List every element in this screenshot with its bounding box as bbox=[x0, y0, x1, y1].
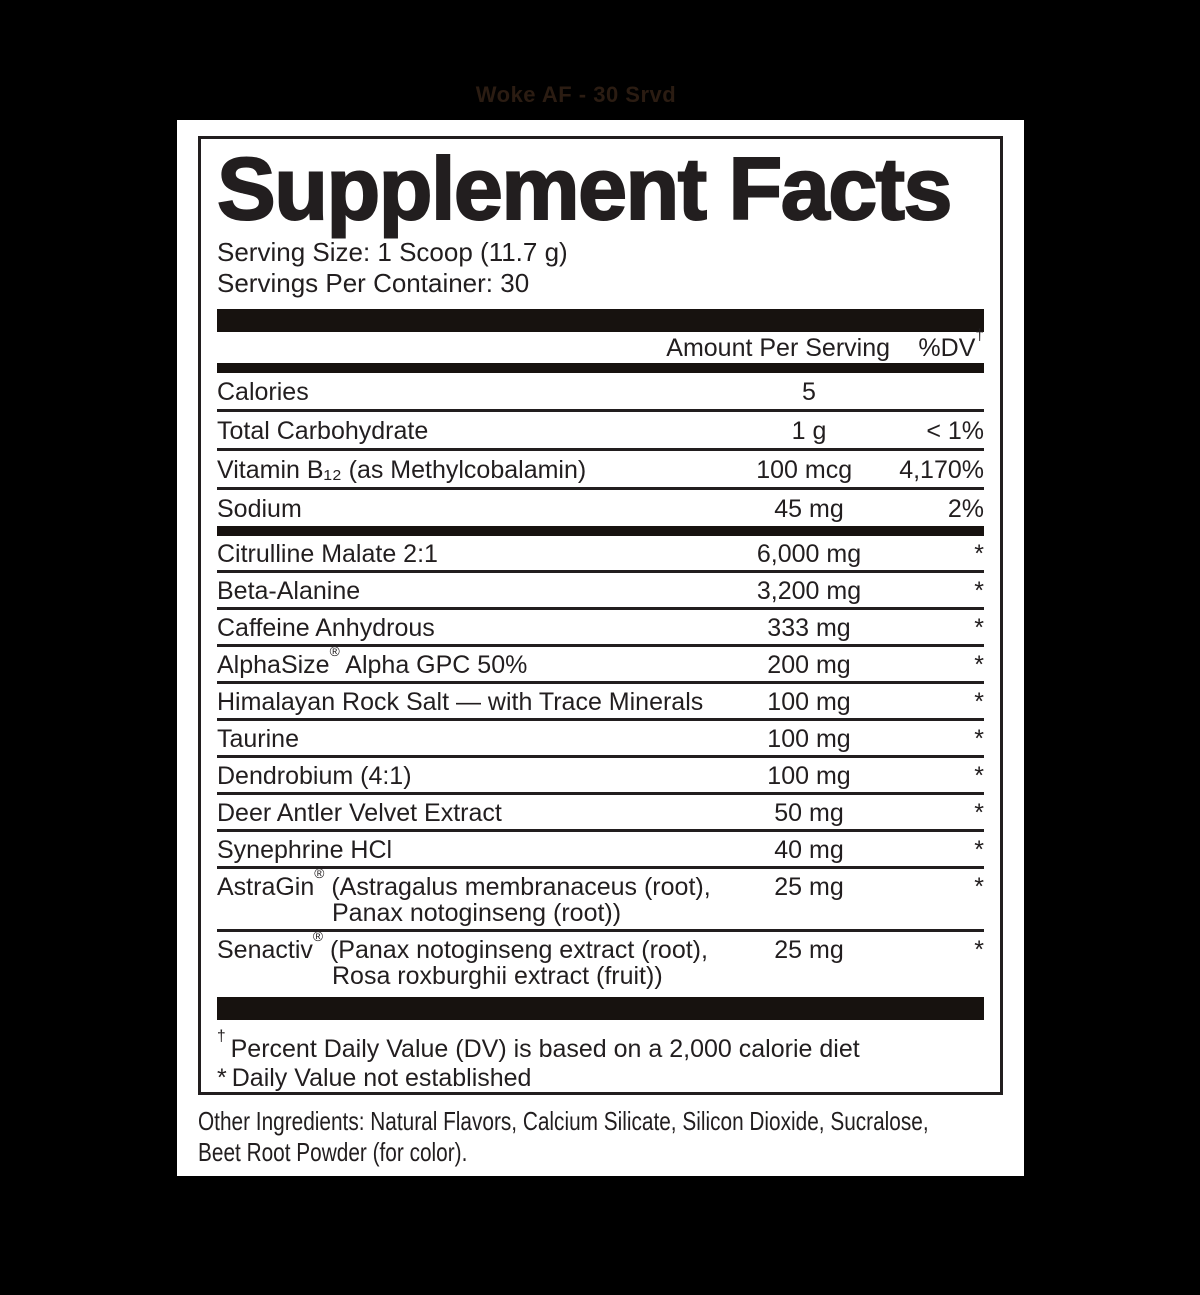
ingredient-amount: 50 mg bbox=[774, 799, 844, 827]
ingredient-dv: * bbox=[974, 762, 984, 790]
ingredient-name: Caffeine Anhydrous bbox=[217, 614, 435, 642]
ingredient-name: Himalayan Rock Salt — with Trace Mineral… bbox=[217, 688, 704, 716]
ingredient-amount: 100 mg bbox=[767, 688, 851, 716]
serving-size: Serving Size: 1 Scoop (11.7 g) bbox=[217, 237, 568, 267]
row-citrulline-malate: Citrulline Malate 2:1 6,000 mg * bbox=[217, 536, 984, 573]
row-senactiv: Senactiv® (Panax notoginseng extract (ro… bbox=[217, 929, 984, 993]
ingredient-amount: 3,200 mg bbox=[756, 577, 862, 605]
ingredient-dv: * bbox=[974, 651, 984, 679]
ingredient-name: Taurine bbox=[217, 725, 299, 753]
ingredient-name: Synephrine HCl bbox=[217, 836, 393, 864]
ingredient-dv: * bbox=[974, 577, 984, 605]
divider-thick-bottom bbox=[217, 997, 984, 1020]
ingredient-dv: * bbox=[974, 688, 984, 716]
dagger-mark: † bbox=[975, 326, 984, 344]
ingredient-name-line2: Panax notoginseng (root)) bbox=[332, 899, 622, 927]
ingredient-amount: 6,000 mg bbox=[756, 540, 862, 568]
ingredient-name-line1: Senactiv® (Panax notoginseng extract (ro… bbox=[217, 929, 708, 964]
servings-per-container: Servings Per Container: 30 bbox=[217, 268, 530, 298]
divider-medium-1 bbox=[217, 363, 984, 373]
ingredient-amount: 200 mg bbox=[767, 651, 851, 679]
ingredient-dv: * bbox=[974, 799, 984, 827]
nutrient-amount: 100 mcg bbox=[756, 456, 853, 484]
dv-header-label: %DV bbox=[918, 334, 976, 362]
nutrient-amount: 1 g bbox=[791, 417, 827, 445]
supplement-label-card: Supplement Facts Serving Size: 1 Scoop (… bbox=[177, 120, 1024, 1176]
row-taurine: Taurine 100 mg * bbox=[217, 721, 984, 758]
ingredient-dv: * bbox=[974, 540, 984, 568]
column-headers: Amount Per Serving %DV† bbox=[217, 327, 984, 363]
nutrient-dv: 2% bbox=[947, 495, 984, 523]
ingredient-name: Citrulline Malate 2:1 bbox=[217, 540, 438, 568]
ingredient-amount: 25 mg bbox=[774, 936, 844, 964]
ingredient-amount: 25 mg bbox=[774, 873, 844, 901]
footnote-asterisk-mark: * bbox=[217, 1064, 227, 1093]
product-caption: Woke AF - 30 Srvd bbox=[475, 82, 677, 107]
nutrient-name: Sodium bbox=[217, 495, 302, 523]
nutrient-name: Vitamin B₁₂ (as Methylcobalamin) bbox=[217, 456, 587, 484]
ingredient-name: AstraGin® (Astragalus membranaceus (root… bbox=[217, 866, 714, 927]
ingredient-name: AlphaSize® Alpha GPC 50% bbox=[217, 644, 528, 679]
panel-title: Supplement Facts bbox=[216, 139, 953, 238]
ingredient-name: Deer Antler Velvet Extract bbox=[217, 799, 502, 827]
nutrient-amount: 5 bbox=[802, 378, 816, 406]
ingredient-dv: * bbox=[974, 936, 984, 964]
row-caffeine-anhydrous: Caffeine Anhydrous 333 mg * bbox=[217, 610, 984, 647]
ingredient-dv: * bbox=[974, 836, 984, 864]
row-himalayan-rock-salt: Himalayan Rock Salt — with Trace Mineral… bbox=[217, 684, 984, 721]
row-dendrobium: Dendrobium (4:1) 100 mg * bbox=[217, 758, 984, 795]
row-synephrine-hcl: Synephrine HCl 40 mg * bbox=[217, 832, 984, 869]
other-ingredients-line2: Beet Root Powder (for color). bbox=[198, 1137, 468, 1167]
ingredient-amount: 100 mg bbox=[767, 762, 851, 790]
footnote-daily-value: † Percent Daily Value (DV) is based on a … bbox=[217, 1028, 984, 1064]
ingredient-name: Beta-Alanine bbox=[217, 577, 361, 605]
ingredient-name-line1: AstraGin® (Astragalus membranaceus (root… bbox=[217, 866, 711, 901]
amount-per-serving-header: Amount Per Serving bbox=[666, 334, 890, 362]
other-ingredients-line1: Other Ingredients: Natural Flavors, Calc… bbox=[198, 1106, 929, 1136]
row-beta-alanine: Beta-Alanine 3,200 mg * bbox=[217, 573, 984, 610]
supplement-facts-panel: Supplement Facts Serving Size: 1 Scoop (… bbox=[198, 136, 1003, 1095]
ingredient-dv: * bbox=[974, 873, 984, 901]
divider-medium-2 bbox=[217, 526, 984, 536]
ingredient-name-line2: Rosa roxburghii extract (fruit)) bbox=[332, 962, 663, 990]
footnote-dagger-mark: † bbox=[217, 1028, 226, 1046]
row-astragin: AstraGin® (Astragalus membranaceus (root… bbox=[217, 866, 984, 932]
nutrient-dv: 4,170% bbox=[899, 456, 984, 484]
nutrient-name: Total Carbohydrate bbox=[217, 417, 429, 445]
row-deer-antler-velvet: Deer Antler Velvet Extract 50 mg * bbox=[217, 795, 984, 832]
ingredient-dv: * bbox=[974, 725, 984, 753]
ingredient-amount: 100 mg bbox=[767, 725, 851, 753]
ingredient-amount: 40 mg bbox=[774, 836, 844, 864]
other-ingredients: Other Ingredients: Natural Flavors, Calc… bbox=[198, 1106, 1006, 1168]
nutrient-amount: 45 mg bbox=[774, 495, 844, 523]
ingredient-name: Senactiv® (Panax notoginseng extract (ro… bbox=[217, 929, 714, 990]
divider-thick-top bbox=[217, 309, 984, 332]
dv-header: %DV† bbox=[904, 327, 984, 362]
ingredient-amount: 333 mg bbox=[767, 614, 851, 642]
ingredient-name: Dendrobium (4:1) bbox=[217, 762, 412, 790]
nutrient-dv: < 1% bbox=[926, 417, 984, 445]
row-sodium: Sodium 45 mg 2% bbox=[217, 490, 984, 526]
row-vitamin-b12: Vitamin B₁₂ (as Methylcobalamin) 100 mcg… bbox=[217, 451, 984, 490]
footnote-text: Daily Value not established bbox=[231, 1064, 532, 1093]
footnote-text: Percent Daily Value (DV) is based on a 2… bbox=[230, 1035, 860, 1064]
nutrient-name: Calories bbox=[217, 378, 309, 406]
ingredient-dv: * bbox=[974, 614, 984, 642]
footnote-not-established: * Daily Value not established bbox=[217, 1064, 984, 1093]
row-alphasize-alpha-gpc: AlphaSize® Alpha GPC 50% 200 mg * bbox=[217, 644, 984, 684]
row-total-carbohydrate: Total Carbohydrate 1 g < 1% bbox=[217, 412, 984, 451]
row-calories: Calories 5 bbox=[217, 373, 984, 412]
